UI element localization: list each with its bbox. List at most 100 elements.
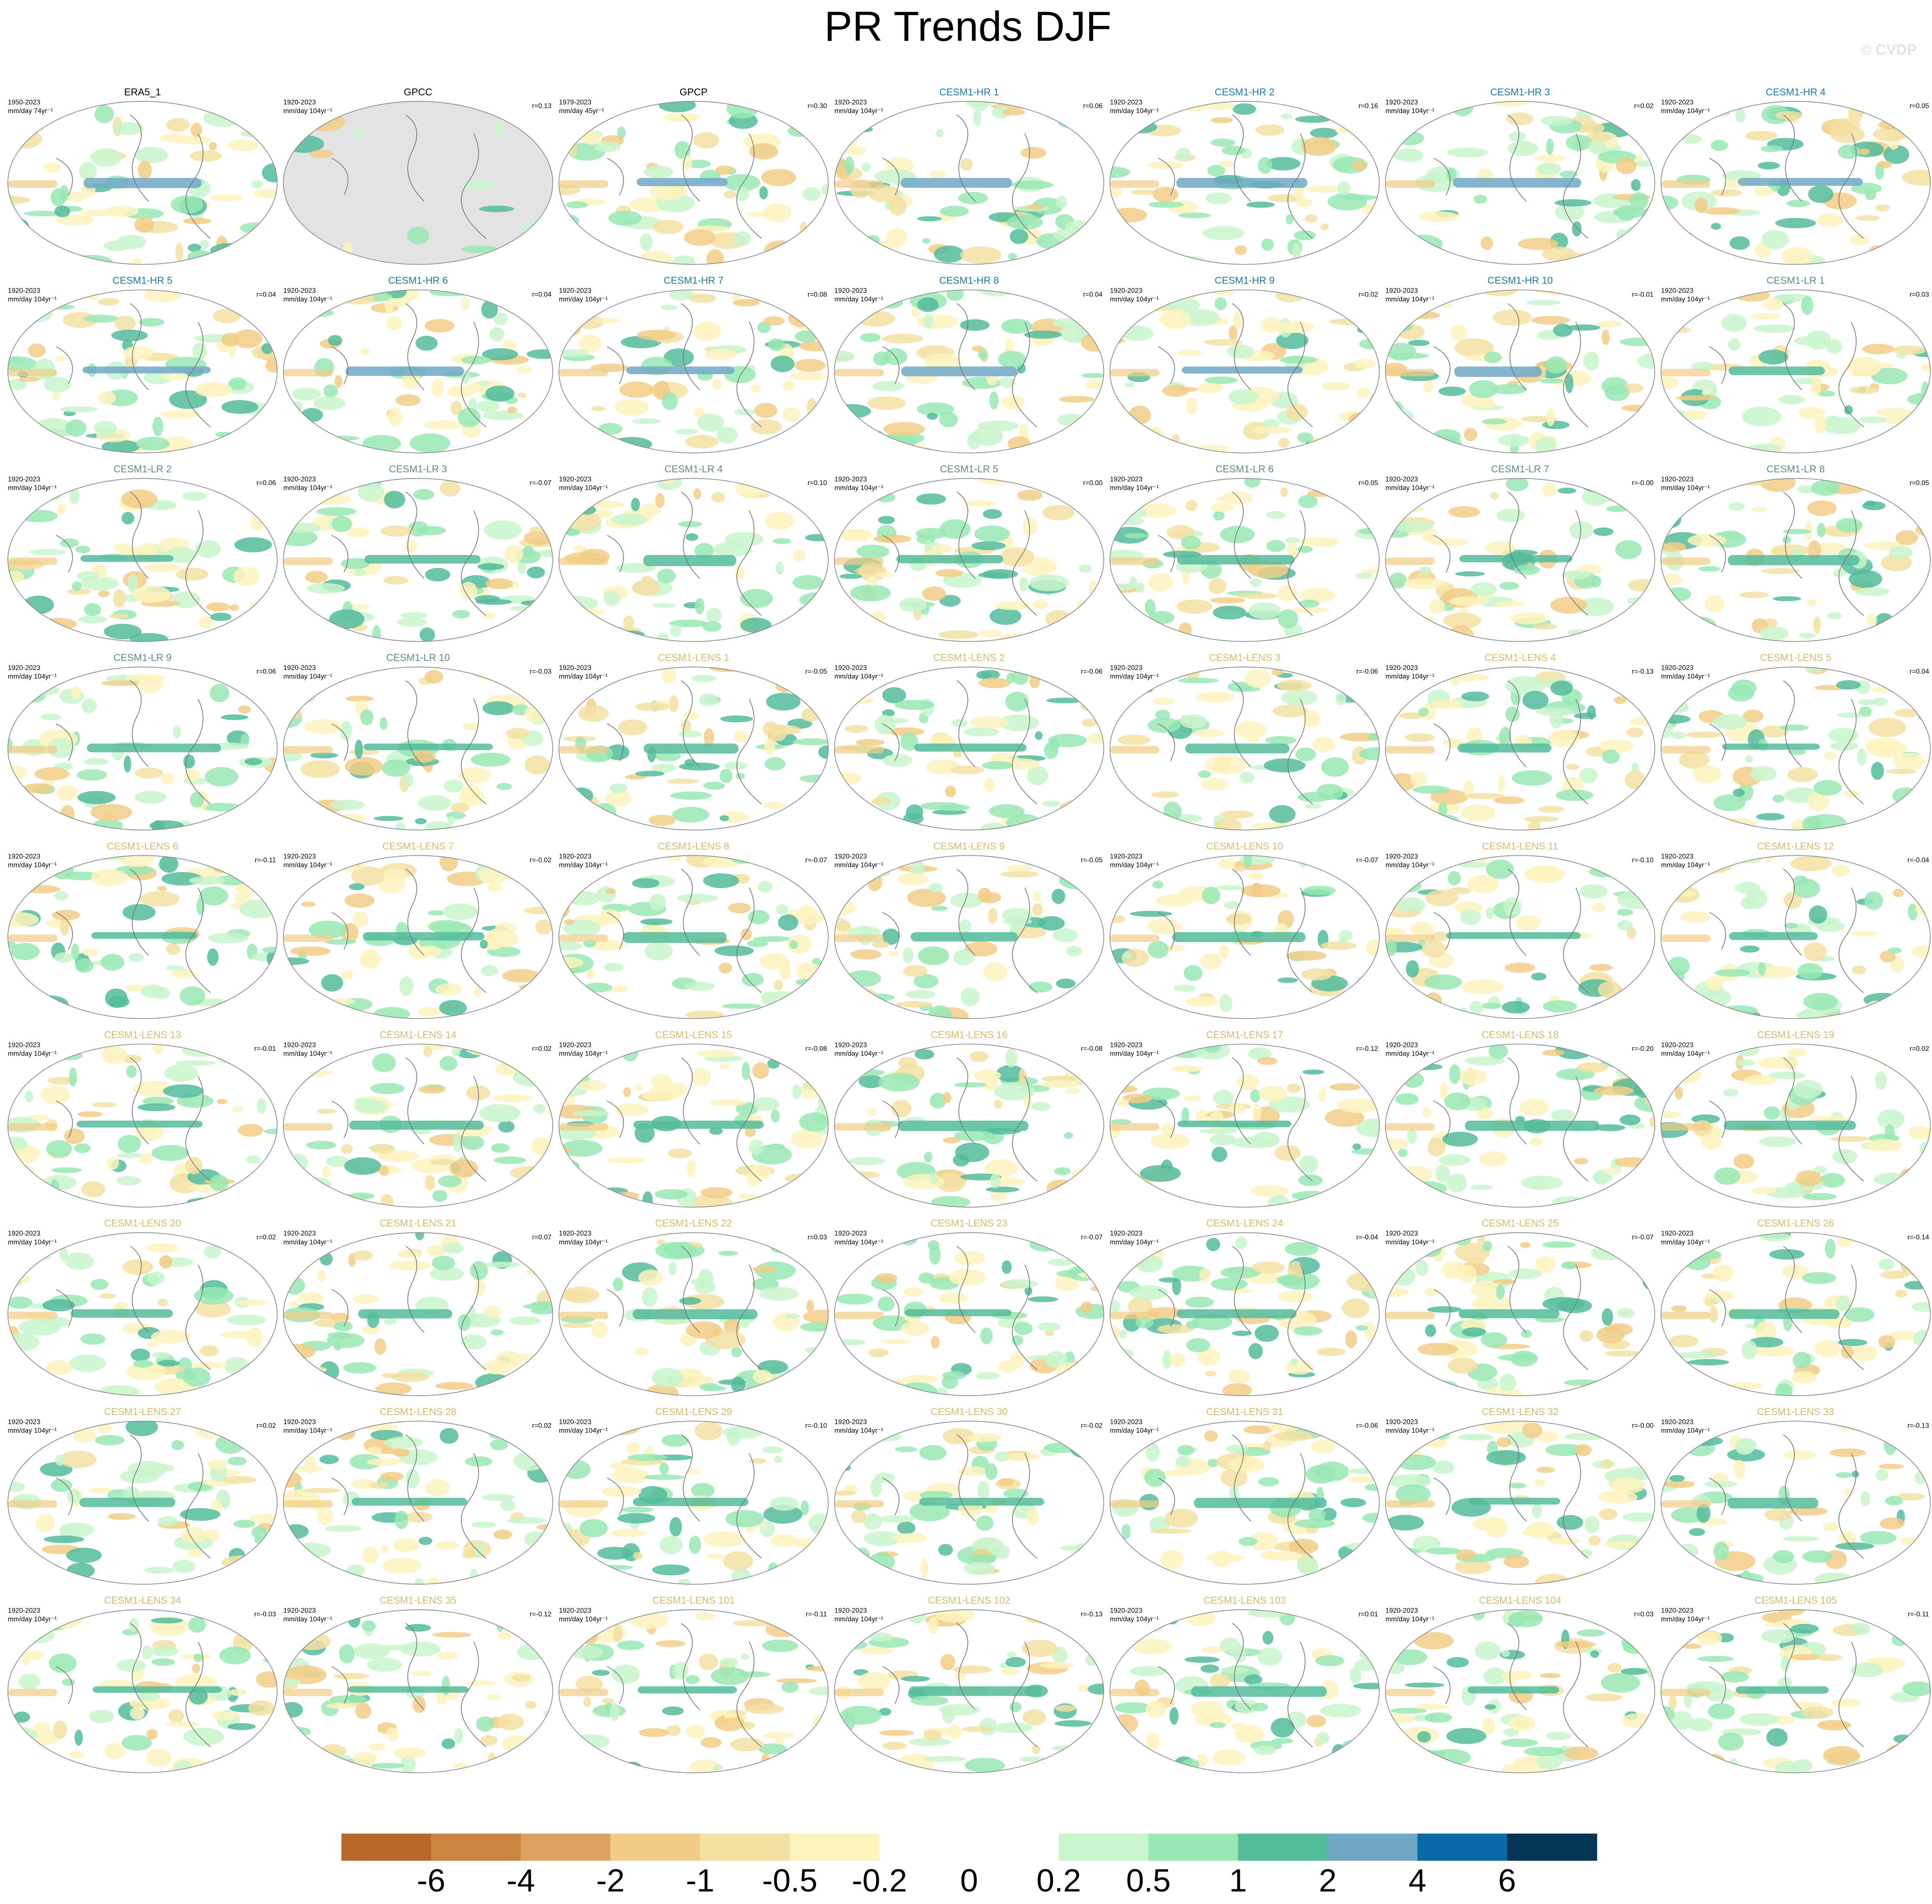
coastline [1158,1434,1313,1559]
trend-patch [1526,299,1561,306]
panel-title: CESM1-LENS 11 [1482,840,1558,851]
trend-patch [189,150,222,162]
trend-patch [1207,102,1235,110]
trend-patch [381,1545,388,1554]
trend-patch [66,192,85,202]
equatorial-band [8,934,57,942]
trend-patch [860,333,881,342]
trend-patch [1850,235,1870,246]
trend-patch [1112,1714,1138,1734]
equatorial-band [1110,557,1160,565]
trend-patch [1331,1242,1367,1247]
trend-patch [796,962,822,979]
trend-patch [292,1466,323,1472]
trend-patch [1677,792,1686,800]
trend-patch [488,1753,497,1768]
trend-patch [393,1538,420,1552]
trend-patch [1043,1765,1059,1773]
trend-patch [1295,198,1313,208]
trend-patch [791,1129,824,1149]
trend-patch [1183,965,1203,981]
trend-patch [1471,1280,1503,1298]
trend-patch [25,1091,34,1103]
trend-patch [640,503,661,516]
equatorial-band [633,1497,749,1506]
trend-patch [565,201,588,208]
trend-patch [1063,1623,1075,1633]
panel-period: 1920-2023 [835,1607,867,1614]
trend-patch [117,1659,146,1672]
trend-patch [427,1245,446,1257]
trend-patch [24,1014,65,1019]
trend-patch [496,1614,504,1632]
trend-patch [1094,130,1103,139]
trend-patch [262,946,277,953]
trend-patch [1221,145,1245,155]
trend-patch [1711,1423,1721,1429]
trend-patch [1824,752,1837,760]
trend-patch [192,1663,200,1674]
trend-patch [734,408,755,416]
trend-patch [1147,918,1182,934]
trend-patch [109,613,129,619]
trend-patch [750,419,782,435]
trend-patch [522,545,534,559]
trend-patch [1632,813,1655,830]
trend-patch [1285,1242,1318,1256]
trend-patch [868,1108,876,1116]
trend-patch [372,625,381,642]
trend-patch [41,713,61,720]
trend-patch [1896,1493,1926,1501]
trend-patch [845,725,868,733]
trend-patch [497,1632,512,1639]
trend-patch [374,1338,386,1355]
trend-patch [1210,1722,1226,1728]
panel-correlation: r=-0.13 [1907,1422,1929,1430]
trend-patch [882,101,895,113]
trend-patch [795,978,827,987]
trend-patch [1122,998,1140,1015]
trend-patch [190,123,202,137]
trend-patch [415,335,438,351]
trend-patch [740,617,772,633]
panel-units: mm/day 104yr⁻¹ [1386,107,1434,115]
trend-patch [1021,1639,1058,1658]
panel-title: CESM1-LR 10 [386,652,450,663]
panel-units: mm/day 104yr⁻¹ [284,107,332,115]
trend-patch [662,1434,689,1447]
trend-patch [1755,1321,1777,1341]
trend-patch [1362,1513,1380,1523]
trend-patch [1642,608,1655,624]
trend-patch [330,998,355,1005]
trend-patch [1076,1058,1103,1078]
trend-patch [1229,1485,1239,1500]
trend-patch [1787,199,1810,207]
trend-patch [1859,416,1886,423]
trend-patch [1661,574,1682,586]
trend-patch [1250,578,1262,587]
trend-patch [146,1748,172,1767]
panel-period: 1920-2023 [1386,1041,1418,1049]
trend-patch [1220,1667,1249,1674]
trend-patch [528,821,551,827]
trend-patch [1758,962,1766,976]
trend-patch [1344,1047,1352,1066]
map-background [283,101,553,265]
trend-patch [652,603,676,608]
trend-patch [1026,1355,1065,1360]
trend-patch [1399,1166,1433,1183]
trend-patch [960,246,1002,264]
trend-patch [405,539,417,553]
trend-patch [807,1445,829,1453]
trend-patch [507,1517,547,1524]
trend-patch [370,1083,405,1094]
trend-patch [1475,1641,1501,1660]
trend-patch [719,769,733,783]
trend-patch [1447,887,1472,895]
trend-patch [583,1696,592,1708]
trend-patch [799,774,829,783]
trend-patch [763,203,791,222]
trend-patch [65,419,87,437]
trend-patch [1875,204,1890,212]
